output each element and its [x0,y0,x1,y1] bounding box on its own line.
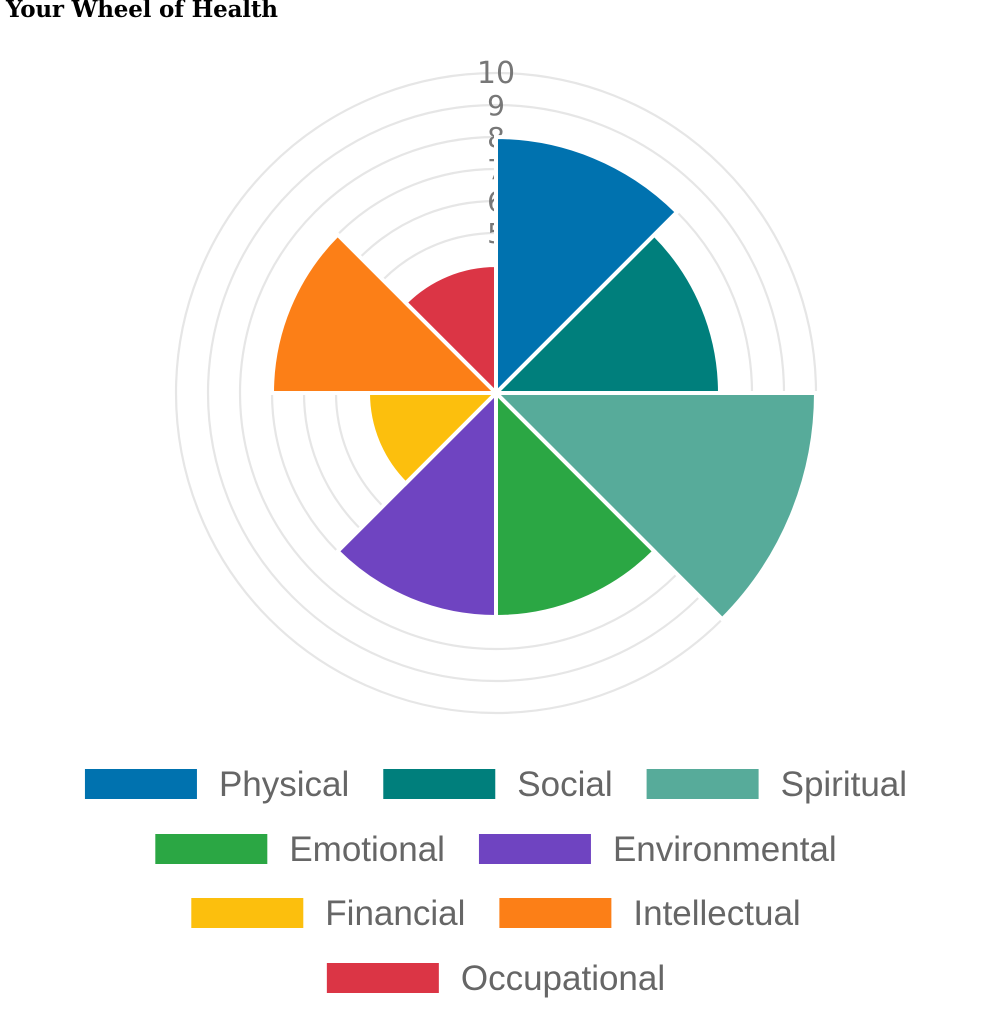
tick-label-9: 9 [487,89,505,122]
slice-occupational[interactable] [402,262,498,398]
legend-item-financial[interactable]: Financial [191,894,465,933]
legend-swatch-emotional [155,834,268,864]
legend-label-physical: Physical [219,765,349,804]
legend-item-social[interactable]: Social [383,765,613,804]
legend-label-spiritual: Spiritual [781,765,907,804]
page-title: Your Wheel of Health [6,0,278,23]
legend-swatch-physical [84,769,197,799]
legend-label-occupational: Occupational [461,959,665,998]
legend-item-intellectual[interactable]: Intellectual [499,894,801,933]
slice-spiritual[interactable] [491,391,819,623]
legend-item-spiritual[interactable]: Spiritual [646,765,907,804]
legend-swatch-financial [191,898,304,928]
legend-swatch-intellectual [499,898,612,928]
legend-label-financial: Financial [325,894,465,933]
radial-tick-labels: 5678910 [477,56,680,398]
slice-social[interactable] [491,231,723,395]
slice-environmental[interactable] [334,388,498,620]
slice-emotional[interactable] [494,388,658,620]
chart-legend: Physical Social Spiritual Emotional Environm… [84,765,907,998]
legend-swatch-spiritual [646,769,759,799]
legend-item-emotional[interactable]: Emotional [155,830,445,869]
legend-swatch-occupational [326,963,439,993]
slice-physical-overlay [494,134,680,398]
legend-swatch-social [383,769,496,799]
tick-label-10: 10 [477,56,515,91]
legend-swatch-environmental [478,834,591,864]
legend-item-occupational[interactable]: Occupational [326,959,665,998]
legend-label-environmental: Environmental [613,830,837,869]
slice-financial[interactable] [365,391,501,487]
chart-slices [269,134,819,623]
slice-intellectual[interactable] [269,231,501,395]
legend-item-environmental[interactable]: Environmental [478,830,837,869]
legend-item-physical[interactable]: Physical [84,765,349,804]
legend-label-intellectual: Intellectual [633,894,800,933]
legend-label-social: Social [517,765,612,804]
legend-label-emotional: Emotional [289,830,445,869]
